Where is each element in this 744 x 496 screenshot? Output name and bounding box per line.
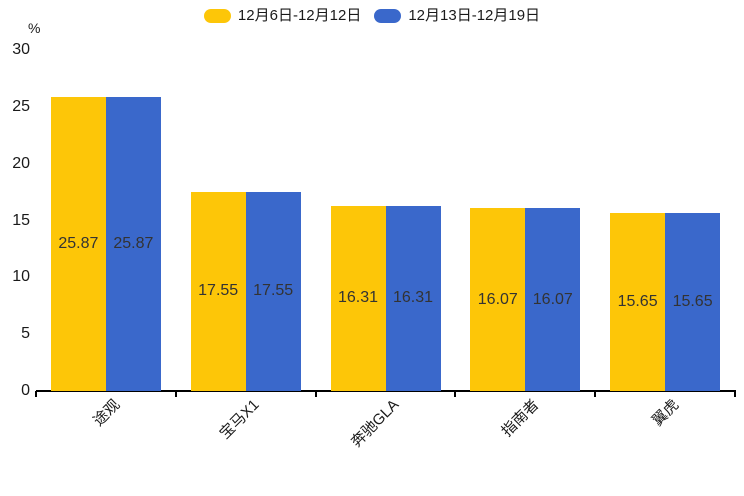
bar-翼虎-series2[interactable]: [665, 213, 721, 391]
legend-swatch: [374, 9, 402, 23]
y-axis-tick-label: 30: [12, 41, 30, 58]
x-axis-category-label: 指南者: [498, 396, 543, 441]
x-axis-category-label: 翼虎: [649, 396, 683, 430]
y-axis-tick-label: 15: [12, 211, 30, 229]
x-axis-tick: [35, 391, 37, 397]
bar-value-label: 17.55: [253, 282, 294, 300]
bar-途观-series2[interactable]: [105, 96, 161, 391]
x-axis-tick: [594, 391, 597, 397]
x-axis-tick: [314, 391, 317, 397]
legend: 12月6日-12月12日 12月13日-12月19日: [0, 7, 744, 25]
y-axis-tick-label: 25: [12, 97, 30, 115]
x-axis-tick: [174, 391, 177, 397]
x-axis-category-label: 宝马X1: [216, 396, 264, 443]
y-axis-tick-label: 10: [12, 268, 30, 286]
bar-value-label: 16.31: [337, 289, 379, 307]
bar-奔驰GLA-series1[interactable]: [330, 205, 386, 391]
bar-指南者-series1[interactable]: [470, 208, 526, 391]
x-axis-tick: [454, 391, 457, 397]
bar-指南者-series2[interactable]: [525, 208, 581, 391]
bar-value-label: 25.87: [58, 234, 99, 252]
bar-途观-series1[interactable]: [50, 96, 106, 391]
x-axis-category-label: 途观: [89, 396, 124, 430]
bar-宝马X1-series1[interactable]: [190, 191, 246, 391]
bar-value-label: 17.55: [198, 282, 239, 300]
x-axis-line: [36, 390, 736, 392]
bar-奔驰GLA-series2[interactable]: [385, 205, 441, 391]
bar-value-label: 15.65: [617, 293, 658, 311]
x-axis-tick: [734, 391, 736, 397]
x-axis-category-label: 奔驰GLA: [348, 396, 403, 451]
legend-item[interactable]: 12月13日-12月19日: [374, 7, 540, 25]
bar-value-label: 25.87: [113, 234, 154, 252]
y-axis-tick-label: 5: [21, 325, 30, 343]
legend-item[interactable]: 12月6日-12月12日: [203, 7, 362, 25]
bar-value-label: 16.07: [477, 290, 518, 308]
legend-label: 12月13日-12月19日: [408, 7, 541, 24]
bar-翼虎-series1[interactable]: [610, 213, 666, 391]
bar-value-label: 16.31: [392, 289, 434, 307]
legend-label: 12月6日-12月12日: [237, 7, 362, 24]
bar-value-label: 16.07: [532, 290, 573, 308]
y-axis-tick-label: 0: [21, 382, 30, 399]
y-axis-unit-label: %: [28, 20, 41, 36]
y-axis-tick-label: 20: [12, 154, 30, 172]
legend-swatch: [203, 9, 231, 23]
bar-value-label: 15.65: [672, 293, 713, 311]
bar-宝马X1-series2[interactable]: [245, 191, 301, 391]
